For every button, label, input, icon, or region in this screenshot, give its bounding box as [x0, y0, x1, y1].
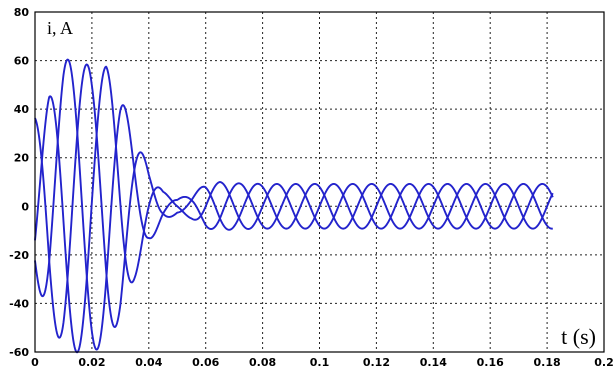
y-tick-label: 40: [14, 103, 30, 116]
x-tick-label: 0.16: [477, 356, 504, 369]
x-tick-label: 0.08: [249, 356, 276, 369]
x-axis-label: t (s): [561, 324, 596, 349]
y-axis-label: i, A: [47, 18, 73, 38]
x-tick-label: 0.1: [310, 356, 330, 369]
y-tick-label: -20: [9, 249, 29, 262]
x-tick-label: 0.06: [192, 356, 219, 369]
x-tick-label: 0.02: [78, 356, 105, 369]
y-tick-label: -60: [9, 346, 29, 359]
y-tick-label: 0: [21, 200, 29, 213]
series-line-phase-2: [34, 58, 554, 351]
plot-frame: [34, 11, 605, 353]
x-tick-label: 0.18: [534, 356, 561, 369]
y-tick-label: 20: [14, 152, 30, 165]
x-tick-label: 0: [31, 356, 39, 369]
y-tick-labels: -60 -40 -20 0 20 40 60 80: [9, 6, 29, 359]
y-tick-label: 80: [14, 6, 30, 19]
series-group: [34, 58, 554, 354]
x-tick-label: 0.14: [420, 356, 447, 369]
x-tick-label: 0.2: [594, 356, 614, 369]
x-tick-label: 0.12: [363, 356, 390, 369]
grid: [35, 12, 604, 352]
x-tick-labels: 0 0.02 0.04 0.06 0.08 0.1 0.12 0.14 0.16 0.18 0.2: [31, 356, 614, 369]
y-tick-label: 60: [14, 55, 30, 68]
x-tick-label: 0.04: [135, 356, 162, 369]
y-tick-label: -40: [9, 297, 29, 310]
series-line-phase-3: [34, 63, 554, 339]
